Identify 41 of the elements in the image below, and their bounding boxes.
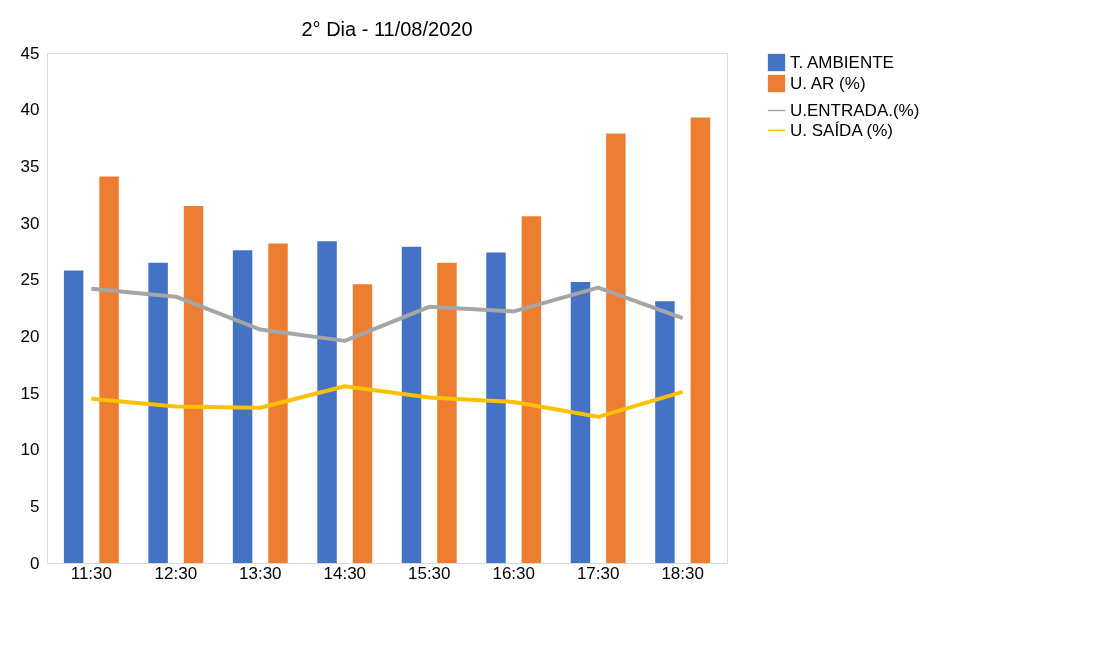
x-tick-label: 14:30 [323, 563, 367, 583]
y-tick-label: 20 [20, 326, 40, 346]
y-tick-label: 0 [30, 553, 40, 573]
y-tick-label: 25 [20, 270, 40, 290]
x-tick-label: 11:30 [70, 563, 112, 583]
bar [148, 262, 168, 563]
x-tick-label: 15:30 [407, 563, 451, 583]
legend-label: U. SAÍDA (%) [790, 120, 893, 140]
x-tick-label: 16:30 [492, 563, 535, 583]
y-tick-label: 5 [30, 496, 40, 516]
y-tick-label: 40 [20, 100, 40, 120]
x-tick-label: 18:30 [661, 563, 704, 583]
bar [352, 284, 373, 563]
legend-label: U. AR (%) [790, 73, 866, 93]
bar [606, 133, 626, 563]
bar [655, 301, 675, 563]
bar [63, 270, 84, 563]
chart-title: 2° Dia - 11/08/2020 [301, 18, 473, 40]
x-tick-label: 17:30 [576, 563, 620, 583]
bar [232, 250, 253, 563]
legend-label: T. AMBIENTE [790, 52, 894, 72]
bar [183, 206, 204, 563]
y-tick-label: 10 [20, 440, 40, 460]
y-tick-label: 15 [20, 383, 40, 403]
y-tick-label: 30 [20, 213, 40, 233]
bar [401, 246, 422, 563]
x-tick-label: 12:30 [154, 563, 198, 583]
bar [570, 281, 591, 563]
line-series [89, 384, 685, 419]
bar [99, 176, 119, 563]
bar [690, 117, 711, 563]
bar [486, 252, 506, 563]
y-tick-label: 35 [20, 156, 40, 176]
y-tick-label: 45 [20, 43, 40, 63]
bar [317, 241, 337, 563]
bar [268, 243, 288, 563]
x-tick-label: 13:30 [239, 563, 282, 583]
line-series [89, 285, 685, 343]
bar [521, 216, 542, 563]
bar [437, 262, 457, 563]
legend-label: U.ENTRADA.(%) [790, 100, 920, 120]
